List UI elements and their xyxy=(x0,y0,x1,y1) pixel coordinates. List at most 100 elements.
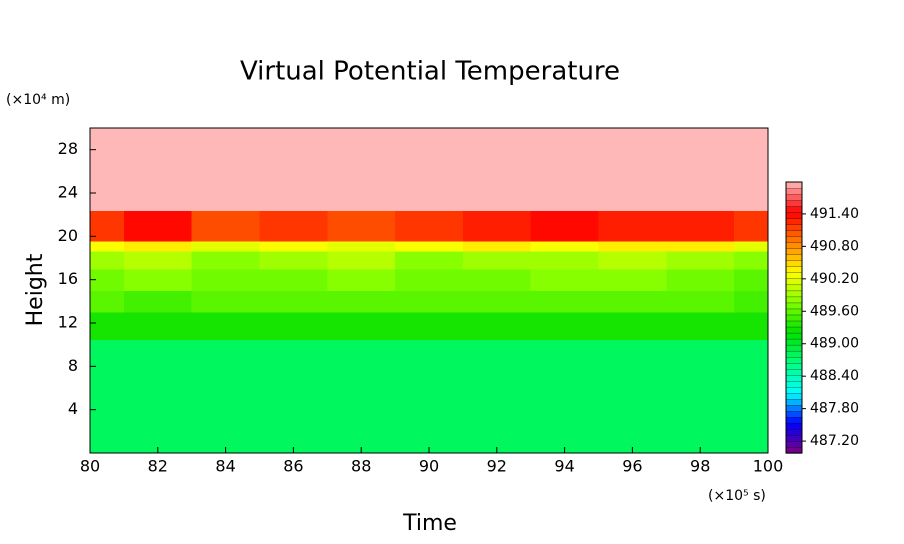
contour-cell xyxy=(598,241,667,252)
contour-cell xyxy=(123,210,193,242)
contour-cell xyxy=(530,388,599,454)
colorbar-segment xyxy=(785,248,803,255)
colorbar-segment xyxy=(785,302,803,310)
colorbar-segment xyxy=(785,266,803,273)
colorbar-segment xyxy=(785,242,803,249)
contour-cell xyxy=(395,388,464,454)
contour-cell xyxy=(598,388,667,454)
contour-cell xyxy=(666,128,735,211)
contour-cell xyxy=(734,388,769,454)
contour-cell xyxy=(191,339,260,389)
colorbar-segment xyxy=(785,187,803,195)
colorbar-segment xyxy=(785,308,803,316)
contour-cell xyxy=(598,250,667,270)
colorbar-segment xyxy=(785,260,803,267)
contour-cell xyxy=(666,210,735,242)
contour-cell xyxy=(395,128,464,211)
contour-cell xyxy=(259,312,328,340)
colorbar-tick-label: 491.40 xyxy=(810,206,859,222)
colorbar-tick-label: 489.60 xyxy=(810,303,859,319)
colorbar-segment xyxy=(785,199,803,207)
contour-cell xyxy=(327,210,396,242)
colorbar-segment xyxy=(785,368,803,376)
colorbar-segment xyxy=(785,314,803,322)
contour-cell xyxy=(191,128,260,211)
contour-cell xyxy=(327,388,396,454)
colorbar-segment xyxy=(785,344,803,352)
contour-cell xyxy=(191,210,260,242)
contour-cell xyxy=(734,241,769,252)
colorbar-segment xyxy=(785,362,803,370)
contour-cell xyxy=(327,241,396,252)
contour-cell xyxy=(530,241,599,252)
contour-cell xyxy=(259,250,328,270)
colorbar-segment xyxy=(785,320,803,328)
contour-cell xyxy=(462,388,532,454)
y-tick-label: 28 xyxy=(58,139,78,158)
contour-cell xyxy=(395,312,464,340)
colorbar-segment xyxy=(785,290,803,298)
y-tick-label: 24 xyxy=(58,183,78,202)
contour-cell xyxy=(90,388,125,454)
colorbar-segment xyxy=(785,338,803,346)
contour-cell xyxy=(259,210,328,242)
contour-cell xyxy=(395,250,464,270)
contour-cell xyxy=(123,250,193,270)
colorbar-segment xyxy=(785,380,803,388)
contour-cell xyxy=(191,250,260,270)
y-tick-label: 16 xyxy=(58,269,78,288)
colorbar-segment xyxy=(785,440,803,448)
contour-cell xyxy=(734,290,769,313)
x-tick-label: 80 xyxy=(80,457,100,476)
colorbar-segment xyxy=(785,374,803,382)
colorbar-tick-label: 487.20 xyxy=(810,433,859,449)
y-unit: (×10⁴ m) xyxy=(6,92,70,108)
contour-cell xyxy=(191,268,260,291)
contour-cell xyxy=(530,312,599,340)
contour-cell xyxy=(462,128,532,211)
y-tick-label: 8 xyxy=(68,356,78,375)
y-axis-label: Height xyxy=(23,253,48,326)
contour-cell xyxy=(327,250,396,270)
y-tick-label: 12 xyxy=(58,313,78,332)
colorbar-segment xyxy=(785,254,803,261)
contour-cell xyxy=(123,241,193,252)
colorbar-frame xyxy=(785,181,803,454)
y-tick-label: 4 xyxy=(68,399,78,418)
contour-cell xyxy=(734,268,769,291)
contour-cell xyxy=(462,241,532,252)
colorbar-segment xyxy=(785,356,803,364)
colorbar-segment xyxy=(785,193,803,201)
contour-cell xyxy=(530,128,599,211)
colorbar-segment xyxy=(785,428,803,436)
contour-cell xyxy=(734,210,769,242)
x-axis-label: Time xyxy=(402,511,457,536)
contour-cell xyxy=(666,250,735,270)
colorbar-segment xyxy=(785,332,803,340)
contour-cell xyxy=(327,268,396,291)
contour-cell xyxy=(530,339,599,389)
contour-cell xyxy=(259,268,328,291)
x-tick-label: 96 xyxy=(622,457,642,476)
contour-cell xyxy=(666,388,735,454)
contour-cell xyxy=(395,210,464,242)
colorbar-tick-label: 490.80 xyxy=(810,238,859,254)
contour-cell xyxy=(598,268,667,291)
contour-cell xyxy=(666,290,735,313)
colorbar-segment xyxy=(785,416,803,424)
contour-cell xyxy=(259,388,328,454)
x-tick-label: 86 xyxy=(283,457,303,476)
colorbar-segment xyxy=(785,326,803,334)
x-tick-label: 88 xyxy=(351,457,371,476)
colorbar-segment xyxy=(785,350,803,358)
contour-cell xyxy=(327,128,396,211)
contour-cell xyxy=(259,339,328,389)
x-tick-label: 90 xyxy=(419,457,439,476)
contour-cell xyxy=(123,312,193,340)
colorbar-segment xyxy=(785,236,803,243)
x-tick-label: 84 xyxy=(215,457,235,476)
plot-area xyxy=(90,128,769,454)
contour-cell xyxy=(123,290,193,313)
colorbar-segment xyxy=(785,181,803,189)
